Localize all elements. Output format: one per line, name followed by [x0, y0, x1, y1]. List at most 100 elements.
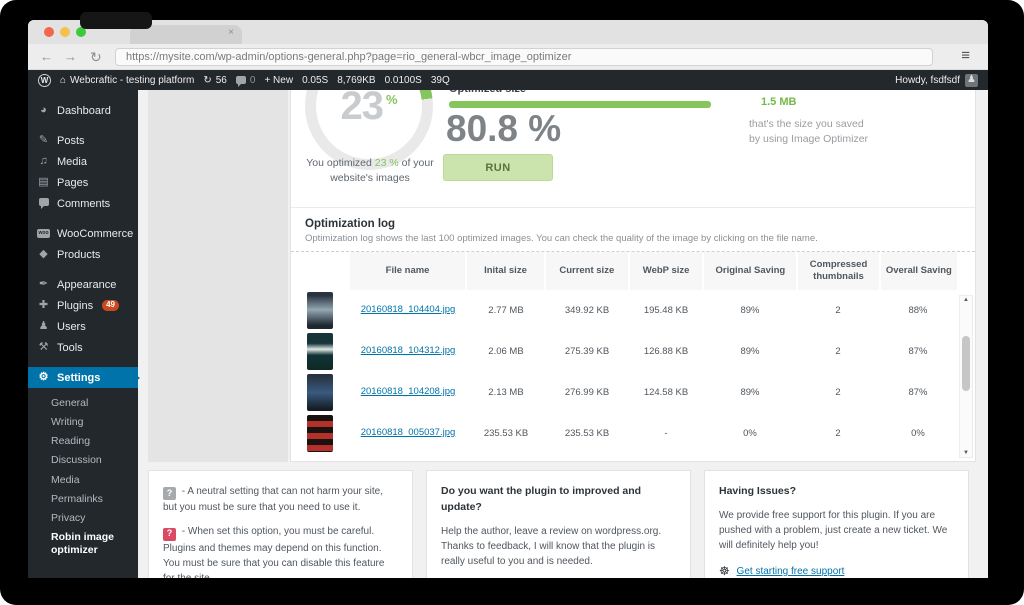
admin-bar-comments[interactable]: 0 [235, 75, 255, 87]
col-webp-size: WebP size [629, 252, 703, 290]
review-text-2: And also write your ideas on how to exte… [441, 578, 676, 579]
table-row: 20160818_104404.jpg 2.77 MB 349.92 KB 19… [291, 290, 959, 331]
avatar: ♟ [965, 73, 978, 87]
optimizer-panel: 23% Optimized size 1.5 MB 80.8 % that's … [290, 90, 976, 462]
minimize-window-button[interactable] [60, 27, 70, 37]
scrollbar-thumb[interactable] [962, 336, 970, 391]
scroll-up-icon[interactable]: ▲ [963, 297, 969, 303]
review-title: Do you want the plugin to improved and u… [441, 485, 642, 513]
forward-icon[interactable]: → [64, 49, 77, 64]
run-button[interactable]: RUN [443, 154, 553, 181]
file-name-link[interactable]: 20160818_104208.jpg [360, 386, 456, 398]
sidebar-item-media[interactable]: ♫ Media [28, 151, 138, 172]
legend-item-careful: ? - When set this option, you must be ca… [163, 526, 385, 578]
life-buoy-icon: ☸ [719, 563, 730, 578]
submenu-item-media[interactable]: Media [51, 473, 80, 486]
settings-submenu: General Writing Reading Discussion Media… [28, 388, 138, 560]
perf-stat-query-time: 0.0100S [384, 74, 422, 86]
home-icon: ⌂ [60, 74, 67, 86]
dashboard-icon: ◕ [40, 104, 47, 116]
wp-sidebar: ◕ Dashboard ✎ Posts ♫ Media ▤ Pages [28, 90, 138, 578]
col-file-name: File name [349, 252, 466, 290]
appearance-icon: ✒ [38, 278, 49, 290]
review-card: Do you want the plugin to improved and u… [426, 470, 691, 578]
sidebar-item-appearance[interactable]: ✒ Appearance [38, 278, 117, 291]
file-name-link[interactable]: 20160818_005037.jpg [360, 427, 456, 439]
plugin-left-rail [148, 90, 288, 462]
wp-admin-bar: W ⌂ Webcraftic - testing platform ↻ 56 0… [28, 70, 988, 90]
col-current-size: Current size [545, 252, 628, 290]
support-link[interactable]: Get starting free support [736, 565, 845, 577]
admin-bar-account[interactable]: Howdy, fsdfsdf ♟ [895, 73, 978, 87]
url-bar[interactable]: https://mysite.com/wp-admin/options-gene… [115, 48, 933, 66]
wordpress-logo-icon[interactable]: W [38, 73, 51, 87]
admin-bar-new-button[interactable]: + New [264, 74, 294, 86]
sidebar-item-posts[interactable]: ✎ Posts [38, 134, 85, 147]
support-link-row: ☸ Get starting free support [719, 562, 954, 578]
updates-icon: ↻ [203, 74, 212, 86]
submenu-item-permalinks[interactable]: Permalinks [51, 492, 103, 505]
back-icon[interactable]: ← [40, 49, 53, 64]
perf-stat-queries: 39Q [430, 74, 450, 86]
tab-close-icon[interactable]: × [228, 27, 234, 38]
image-thumbnail[interactable] [307, 333, 333, 370]
log-subtitle: Optimization log shows the last 100 opti… [305, 233, 818, 244]
sidebar-item-plugins[interactable]: ✚ Plugins 49 [28, 295, 138, 316]
image-thumbnail[interactable] [307, 374, 333, 411]
refresh-icon[interactable]: ↻ [90, 49, 102, 65]
blurred-window-title [80, 12, 152, 29]
sidebar-item-woocommerce[interactable]: woo WooCommerce [37, 227, 134, 240]
admin-bar-updates[interactable]: ↻ 56 [203, 74, 227, 86]
optimized-size-label: Optimized size [449, 90, 526, 95]
pages-icon: ▤ [38, 176, 49, 188]
file-name-link[interactable]: 20160818_104404.jpg [360, 304, 456, 316]
col-initial-size: Inital size [467, 252, 544, 290]
optimized-percent-caption: You optimized 23 % of your website's ima… [306, 157, 434, 184]
posts-icon: ✎ [38, 134, 49, 146]
browser-tab[interactable]: × [130, 25, 242, 44]
admin-bar-site-name[interactable]: ⌂ Webcraftic - testing platform [60, 74, 195, 86]
col-original-saving: Original Saving [704, 252, 797, 290]
submenu-item-writing[interactable]: Writing [51, 416, 84, 429]
table-scrollbar[interactable]: ▲ ▼ [959, 295, 973, 458]
footer-cards: ? - A neutral setting that can not harm … [148, 470, 969, 578]
gauge-value: 23% [340, 90, 398, 128]
sidebar-item-dashboard[interactable]: ◕ Dashboard [28, 100, 138, 121]
sidebar-item-settings[interactable]: ⚙ Settings [28, 367, 138, 388]
scroll-down-icon[interactable]: ▼ [963, 450, 969, 456]
legend-card: ? - A neutral setting that can not harm … [148, 470, 413, 578]
submenu-item-privacy[interactable]: Privacy [51, 511, 86, 524]
close-window-button[interactable] [44, 27, 54, 37]
plugins-icon: ✚ [38, 299, 49, 311]
log-title: Optimization log [305, 218, 396, 230]
dashed-separator [291, 251, 975, 252]
saved-caption: that's the size you saved by using Image… [749, 118, 869, 145]
browser-menu-icon[interactable]: ≡ [961, 47, 970, 64]
optimization-log-header: Optimization log Optimization log shows … [291, 207, 975, 251]
perf-stat-time: 0.05S [302, 74, 329, 86]
tools-icon: ⚒ [38, 341, 49, 353]
sidebar-item-products[interactable]: ◆ Products [28, 244, 138, 265]
support-card: Having Issues? We provide free support f… [704, 470, 969, 578]
sidebar-item-tools[interactable]: ⚒ Tools [38, 341, 83, 354]
submenu-item-discussion[interactable]: Discussion [51, 454, 102, 467]
comments-icon [37, 198, 50, 209]
submenu-item-reading[interactable]: Reading [51, 435, 91, 448]
comments-bubble-icon [235, 76, 246, 87]
image-thumbnail[interactable] [307, 415, 333, 452]
file-name-link[interactable]: 20160818_104312.jpg [360, 345, 456, 357]
support-text: We provide free support for this plugin.… [719, 509, 948, 551]
sidebar-item-comments[interactable]: Comments [28, 193, 138, 214]
zoom-window-button[interactable] [76, 27, 86, 37]
users-icon: ♟ [38, 320, 49, 332]
plugins-count-badge: 49 [102, 300, 119, 311]
table-row: 20160818_005037.jpg 235.53 KB 235.53 KB … [291, 413, 959, 454]
sidebar-item-pages[interactable]: ▤ Pages [38, 176, 89, 189]
submenu-item-general[interactable]: General [51, 397, 89, 409]
optimization-log-table: File name Inital size Current size WebP … [291, 252, 959, 454]
col-thumbnail [291, 252, 348, 290]
sidebar-item-users[interactable]: ♟ Users [38, 320, 86, 333]
submenu-item-robin-image-optimizer[interactable]: Robin image optimizer [51, 530, 115, 556]
browser-navbar: ← → ↻ https://mysite.com/wp-admin/option… [28, 44, 988, 70]
image-thumbnail[interactable] [307, 292, 333, 329]
